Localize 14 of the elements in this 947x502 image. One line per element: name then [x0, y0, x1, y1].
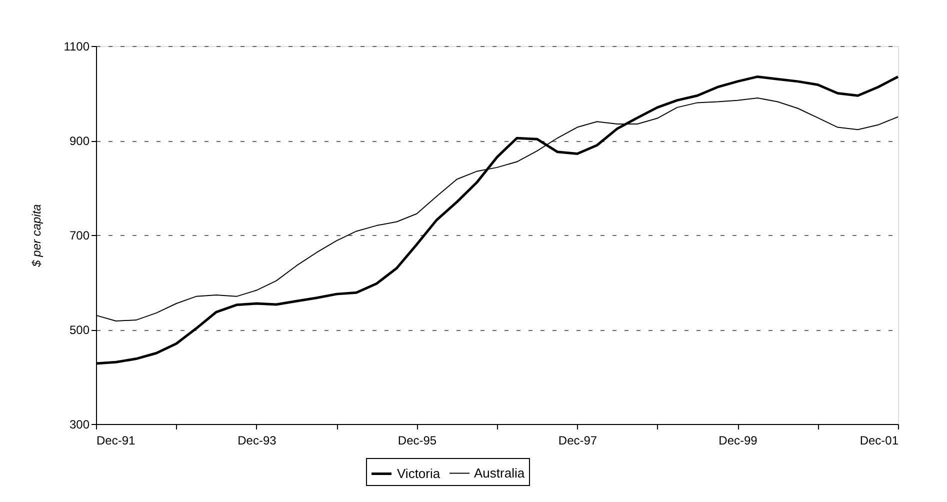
y-tick-label: 500: [69, 323, 90, 337]
x-tick-label: Dec-95: [398, 434, 437, 448]
legend-label: Victoria: [397, 466, 441, 481]
x-tick-label: Dec-91: [96, 434, 136, 448]
y-tick-label: 900: [69, 134, 90, 148]
x-tick-label: Dec-01: [860, 434, 899, 448]
x-tick-label: Dec-99: [718, 434, 758, 448]
legend-label: Australia: [474, 465, 526, 480]
y-axis-title: $ per capita: [30, 204, 44, 268]
y-tick-label: 700: [69, 228, 90, 242]
x-tick-label: Dec-93: [238, 434, 277, 448]
x-tick-label: Dec-97: [558, 434, 598, 448]
y-tick-label: 300: [69, 418, 90, 432]
y-tick-label: 1100: [64, 40, 90, 54]
